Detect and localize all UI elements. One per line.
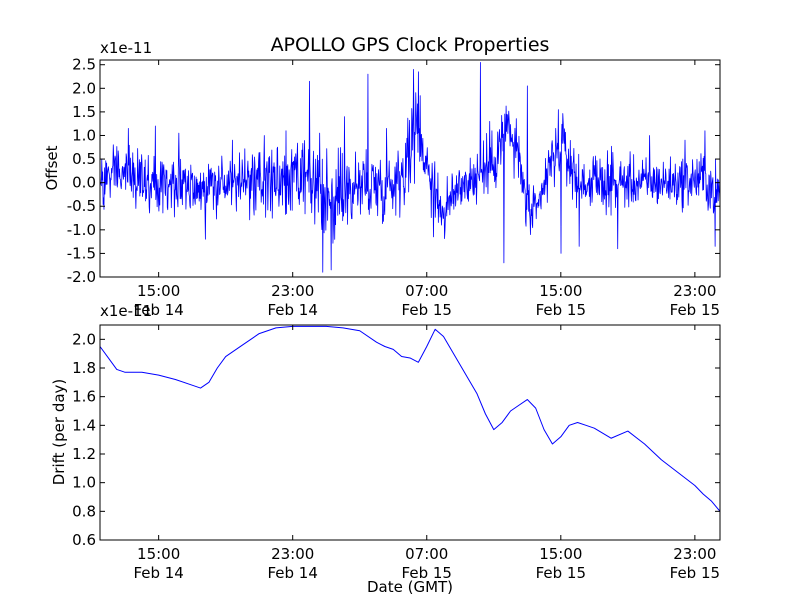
x-tick-time-label: 07:00 (405, 282, 448, 300)
offset-scale-label: x1e-11 (100, 39, 152, 57)
x-tick-date-label: Feb 14 (133, 564, 183, 582)
y-tick-label: 2.5 (72, 56, 96, 74)
x-tick-time-label: 15:00 (137, 545, 180, 563)
y-tick-label: -1.0 (67, 221, 96, 239)
y-tick-label: 1.0 (72, 474, 96, 492)
offset-axes: 2.52.01.51.00.50.0-0.5-1.0-1.5-2.015:00F… (67, 56, 720, 319)
y-tick-label: 1.2 (72, 445, 96, 463)
x-tick-time-label: 23:00 (271, 282, 314, 300)
drift-series-group (99, 325, 721, 512)
x-tick-time-label: 07:00 (405, 545, 448, 563)
x-tick-time-label: 23:00 (673, 545, 716, 563)
x-tick-date-label: Feb 15 (402, 564, 452, 582)
x-tick-time-label: 23:00 (673, 282, 716, 300)
y-tick-label: 1.6 (72, 388, 96, 406)
x-tick-time-label: 23:00 (271, 545, 314, 563)
x-tick-time-label: 15:00 (539, 282, 582, 300)
y-tick-label: 2.0 (72, 79, 96, 97)
y-tick-label: 2.0 (72, 330, 96, 348)
x-tick-date-label: Feb 15 (670, 301, 720, 319)
y-tick-label: 0.5 (72, 150, 96, 168)
y-tick-label: -1.5 (67, 244, 96, 262)
offset-panel: 2.52.01.51.00.50.0-0.5-1.0-1.5-2.015:00F… (43, 39, 721, 319)
y-tick-label: -0.5 (67, 197, 96, 215)
offset-y-axis-label: Offset (43, 145, 61, 190)
x-tick-date-label: Feb 15 (536, 564, 586, 582)
x-tick-date-label: Feb 14 (267, 564, 317, 582)
x-tick-date-label: Feb 14 (267, 301, 317, 319)
y-tick-label: 0.0 (72, 174, 96, 192)
offset-series-group (99, 61, 721, 273)
chart-title: APOLLO GPS Clock Properties (271, 34, 550, 56)
drift-scale-label: x1e-11 (100, 302, 152, 320)
x-tick-date-label: Feb 14 (133, 301, 183, 319)
y-tick-label: 0.8 (72, 502, 96, 520)
x-tick-time-label: 15:00 (539, 545, 582, 563)
y-tick-label: 1.5 (72, 103, 96, 121)
x-tick-time-label: 15:00 (137, 282, 180, 300)
x-tick-date-label: Feb 15 (536, 301, 586, 319)
x-tick-date-label: Feb 15 (670, 564, 720, 582)
y-tick-label: 1.0 (72, 126, 96, 144)
drift-y-axis-label: Drift (per day) (50, 379, 68, 486)
y-tick-label: 0.6 (72, 531, 96, 549)
y-tick-label: 1.8 (72, 359, 96, 377)
y-tick-label: -2.0 (67, 268, 96, 286)
x-axis-label: Date (GMT) (367, 578, 453, 596)
x-tick-date-label: Feb 15 (402, 301, 452, 319)
offset-plot-frame (99, 59, 721, 278)
drift-plot-frame (99, 324, 721, 541)
offset-series-line (99, 61, 721, 273)
y-tick-label: 1.4 (72, 416, 96, 434)
drift-series-line (99, 325, 721, 512)
